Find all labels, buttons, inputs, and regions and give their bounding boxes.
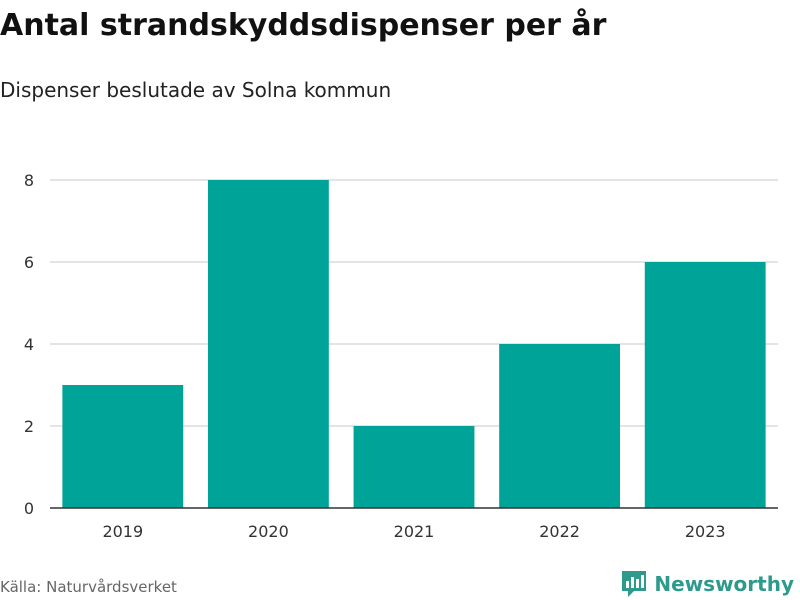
x-tick-label: 2021 [394,522,435,541]
brand-logo[interactable]: Newsworthy [620,568,794,600]
bar-2023[interactable] [644,262,766,508]
y-tick-label: 8 [24,171,34,190]
bar-2019[interactable] [62,385,184,508]
bar-2021[interactable] [353,426,475,508]
x-tick-label: 2020 [248,522,289,541]
x-tick-label: 2019 [102,522,143,541]
x-tick-label: 2023 [685,522,726,541]
brand-name: Newsworthy [654,572,794,596]
bar-2020[interactable] [207,180,329,508]
y-tick-label: 2 [24,417,34,436]
source-note: Källa: Naturvårdsverket [0,578,177,596]
y-tick-label: 4 [24,335,34,354]
axes: 0 2 4 6 8 2019 2020 2021 2022 2023 [24,171,778,541]
y-tick-label: 0 [24,499,34,518]
chart-subtitle: Dispenser beslutade av Solna kommun [0,78,392,102]
newsworthy-logo-icon [622,571,647,597]
bars [62,180,766,508]
y-tick-label: 6 [24,253,34,272]
bar-2022[interactable] [499,344,621,508]
chart-title: Antal strandskyddsdispenser per år [0,8,607,43]
x-tick-label: 2022 [539,522,580,541]
